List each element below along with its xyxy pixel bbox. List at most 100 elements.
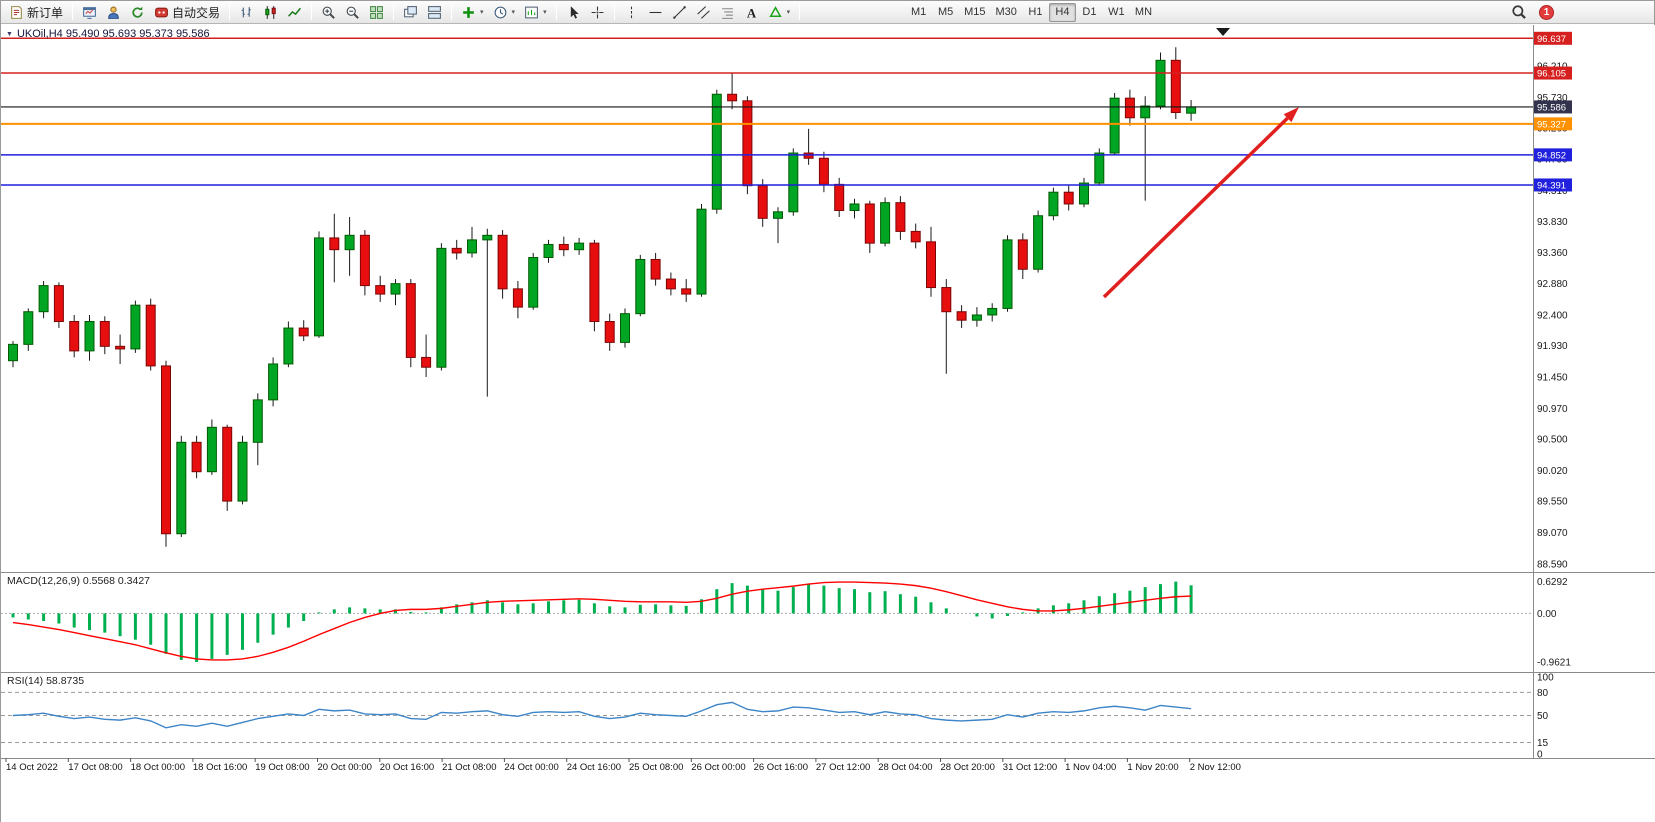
template-icon [525,6,538,18]
candle-body [620,313,630,343]
zoom-in-button[interactable] [317,2,340,22]
channel-icon [696,5,710,19]
candle-body [252,399,263,443]
candle-body [1170,59,1181,114]
rsi-tick-label: 100 [1537,673,1554,684]
price-tick-label: 89.550 [1537,497,1568,508]
candlestick-chart-button[interactable] [259,2,282,22]
candle-body [436,247,447,368]
toolbar-separator [555,4,557,20]
indicators-button[interactable]: ▾ [457,2,488,22]
candle-body [788,152,799,213]
time-axis[interactable] [1,758,1655,822]
timeframe-button-d1[interactable]: D1 [1076,3,1103,22]
cursor-icon [570,5,579,19]
new-order-icon [11,5,22,19]
timeframe-button-m15[interactable]: M15 [959,3,990,22]
chart-symbol-header: ▼ UKOil,H4 95.490 95.693 95.373 95.586 [6,28,210,40]
timeframe-button-m1[interactable]: M1 [905,3,932,22]
cursor-tool-button[interactable] [562,2,585,22]
refresh-icon [132,6,143,18]
text-tool-button[interactable]: A [740,2,763,22]
candle-body [956,311,967,321]
time-label: 19 Oct 08:00 [255,762,309,773]
horizontal-line-tool-button[interactable] [644,2,667,22]
candle-body [1033,215,1044,270]
chart-window-button[interactable] [78,2,101,22]
trend-arrow-line[interactable] [1102,116,1289,299]
fibonacci-icon [721,7,733,19]
rsi-tick-label: 15 [1537,738,1549,749]
price-axis[interactable] [1533,25,1655,758]
cascade-windows-icon [404,5,417,17]
rsi-tick-label: 80 [1537,688,1549,699]
line-chart-button[interactable] [283,2,306,22]
chart-plot-area[interactable] [1,25,1533,758]
macd-tick-label: 0.6292 [1537,577,1568,588]
candle-body [727,93,738,102]
refresh-button[interactable] [126,2,149,22]
zoom-out-button[interactable] [341,2,364,22]
tile-windows-button[interactable] [365,2,388,22]
candle-body [696,208,707,295]
price-tick-label: 88.590 [1537,559,1568,570]
timeframe-button-h4[interactable]: H4 [1048,2,1076,22]
new-order-button[interactable]: 新订单 [5,2,67,22]
profile-icon [108,6,119,19]
candle-body [589,242,600,323]
candle-body [818,157,829,185]
toolbar: 新订单 自动交易 [1,1,1654,24]
price-label-box [1534,117,1572,131]
trend-arrow-head[interactable] [1283,107,1299,123]
vertical-line-tool-button[interactable] [620,2,643,22]
price-label: 94.391 [1537,180,1566,191]
candle-body [237,441,248,502]
notification-badge[interactable]: 1 [1539,4,1554,20]
rsi-tick-label: 50 [1537,711,1549,722]
arrange-windows-button[interactable] [423,2,446,22]
candle-body [803,152,814,159]
crosshair-tool-button[interactable] [586,2,609,22]
candle-body [1079,182,1089,205]
search-button[interactable] [1507,2,1531,22]
candle-body [268,363,279,401]
candle-body [941,287,952,313]
rsi-tick-label: 0 [1537,750,1543,761]
timeframe-button-m5[interactable]: M5 [932,3,959,22]
timeframe-button-h1[interactable]: H1 [1022,3,1049,22]
toolbar-separator [613,4,615,20]
price-label-box [1534,31,1572,45]
candle-body [528,257,539,308]
svg-text:A: A [746,6,756,20]
zoom-in-icon [322,6,335,19]
periods-button[interactable]: ▾ [489,2,520,22]
timeframe-button-w1[interactable]: W1 [1103,3,1130,22]
candle-body [880,202,891,244]
time-label: 18 Oct 00:00 [131,762,185,773]
auto-trading-icon [155,7,168,17]
candle-body [451,247,462,254]
cascade-windows-button[interactable] [399,2,422,22]
price-tick-label: 93.830 [1537,217,1568,228]
bar-chart-button[interactable] [235,2,258,22]
templates-button[interactable]: ▾ [520,2,551,22]
trendline-tool-button[interactable] [668,2,691,22]
channel-tool-button[interactable] [692,2,715,22]
indicators-plus-icon [463,6,474,18]
candle-body [176,441,187,535]
timeframe-button-mn[interactable]: MN [1130,3,1157,22]
profile-button[interactable] [102,2,125,22]
chart-menu-icon[interactable]: ▼ [6,30,13,38]
candle-body [665,278,676,290]
timeframe-button-m30[interactable]: M30 [991,3,1022,22]
time-label: 24 Oct 16:00 [567,762,621,773]
chart-shift-marker[interactable] [1216,28,1230,36]
candle-body [604,321,615,343]
auto-trading-button[interactable]: 自动交易 [150,2,224,22]
shapes-icon [768,5,782,17]
shapes-tool-button[interactable]: ▾ [764,2,795,22]
fibonacci-tool-button[interactable] [716,2,739,22]
dropdown-caret-icon: ▾ [543,9,547,16]
bar-chart-icon [241,6,251,17]
